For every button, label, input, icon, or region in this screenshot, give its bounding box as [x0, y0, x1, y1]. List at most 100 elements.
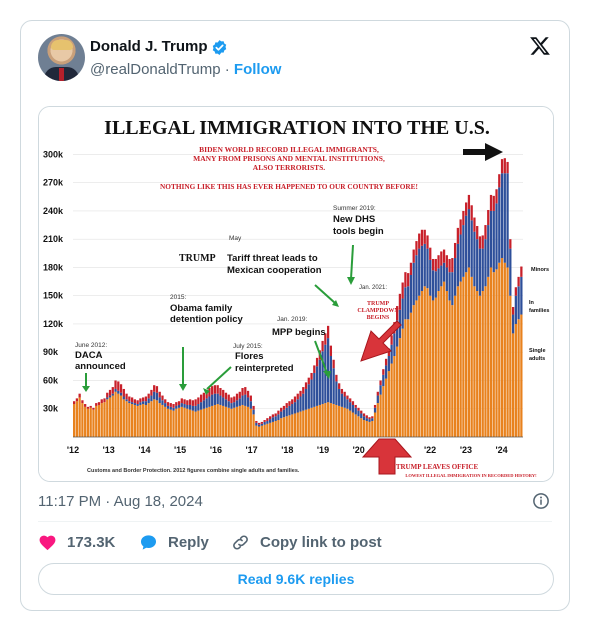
- bar-minors: [100, 399, 103, 404]
- bar-in-families: [517, 286, 520, 320]
- bar-single-adults: [398, 338, 402, 437]
- bar-single-adults: [172, 410, 175, 437]
- author-name[interactable]: Donald J. Trump: [90, 38, 208, 55]
- bar-minors: [155, 386, 159, 393]
- bar-single-adults: [252, 414, 255, 437]
- bar-minors: [396, 306, 399, 321]
- bar-minors: [365, 415, 368, 419]
- bar-minors: [233, 396, 236, 403]
- bar-minors: [440, 251, 443, 266]
- bar-single-adults: [349, 410, 352, 437]
- bar-minors: [296, 393, 299, 400]
- copy-link-button[interactable]: Copy link to post: [231, 533, 382, 552]
- bar-single-adults: [246, 406, 250, 437]
- bar-single-adults: [376, 403, 379, 437]
- bar-single-adults: [153, 399, 156, 437]
- bar-single-adults: [139, 404, 142, 437]
- reply-bubble-icon: [140, 535, 157, 550]
- bar-single-adults: [304, 409, 308, 437]
- bar-single-adults: [302, 410, 305, 437]
- bar-single-adults: [324, 403, 327, 437]
- bar-minors: [487, 209, 490, 226]
- bar-single-adults: [117, 393, 120, 437]
- bar-single-adults: [445, 291, 448, 437]
- bar-in-families: [117, 390, 120, 394]
- bar-in-families: [208, 396, 211, 407]
- flores-line-2: reinterpreted: [235, 363, 294, 374]
- bar-in-families: [498, 187, 501, 263]
- bar-in-families: [263, 421, 266, 425]
- author-handle[interactable]: @realDonaldTrump: [90, 61, 221, 78]
- chart-title: ILLEGAL IMMIGRATION INTO THE U.S.: [104, 117, 490, 139]
- bar-single-adults: [191, 410, 194, 437]
- follow-button[interactable]: Follow: [233, 61, 282, 78]
- bar-in-families: [429, 259, 432, 296]
- bar-in-families: [155, 392, 159, 401]
- bar-single-adults: [409, 312, 413, 437]
- bar-in-families: [315, 366, 319, 406]
- bar-single-adults: [208, 406, 211, 437]
- bar-in-families: [506, 173, 509, 268]
- bar-minors: [183, 399, 186, 405]
- bar-minors: [401, 282, 404, 299]
- bar-single-adults: [224, 406, 228, 437]
- avatar[interactable]: [38, 34, 85, 81]
- copy-link-label: Copy link to post: [260, 534, 382, 551]
- bar-single-adults: [188, 409, 192, 437]
- separator: ·: [224, 61, 230, 78]
- daca-line-2: announced: [75, 361, 126, 372]
- bar-minors: [103, 398, 106, 403]
- bar-minors: [150, 389, 153, 396]
- bar-in-families: [487, 225, 490, 277]
- bar-single-adults: [338, 405, 341, 437]
- bar-in-families: [520, 276, 523, 315]
- bar-in-families: [431, 270, 435, 301]
- bar-single-adults: [332, 404, 335, 437]
- bar-minors: [357, 407, 360, 411]
- bar-minors: [332, 359, 335, 369]
- like-button[interactable]: 173.3K: [38, 533, 115, 552]
- obama-line-1: Obama family: [170, 303, 233, 314]
- bar-single-adults: [205, 407, 208, 437]
- flores-date: July 2015:: [233, 343, 263, 350]
- bar-in-families: [191, 405, 194, 411]
- tweet-card: Donald J. Trump @realDonaldTrump · Follo…: [20, 20, 570, 611]
- bar-single-adults: [487, 276, 490, 437]
- bar-single-adults: [476, 291, 479, 437]
- bar-single-adults: [368, 421, 371, 437]
- bar-in-families: [360, 413, 363, 419]
- bar-minors: [506, 161, 509, 174]
- y-tick-label: 300k: [43, 149, 64, 159]
- bar-minors: [238, 391, 241, 399]
- bar-minors: [197, 397, 200, 405]
- bar-single-adults: [238, 405, 241, 437]
- bar-single-adults: [103, 402, 106, 437]
- bar-single-adults: [133, 404, 136, 437]
- bar-single-adults: [321, 404, 324, 437]
- bar-minors: [409, 262, 413, 275]
- bar-minors: [509, 239, 512, 249]
- bar-in-families: [280, 411, 283, 419]
- x-logo-icon[interactable]: [529, 35, 551, 57]
- reply-button[interactable]: Reply: [139, 533, 209, 552]
- bar-in-families: [197, 404, 200, 411]
- bar-minors: [97, 402, 101, 405]
- bar-single-adults: [481, 291, 484, 437]
- y-tick-label: 180k: [43, 262, 64, 272]
- link-icon: [233, 535, 248, 550]
- bar-minors: [484, 225, 487, 240]
- chart-image[interactable]: 30k 60k 90k 120k 150k 180k 210k 240k 270k 300k '1…: [38, 106, 554, 482]
- read-replies-button[interactable]: Read 9.6K replies: [38, 563, 554, 595]
- info-icon[interactable]: [532, 492, 550, 510]
- legend-adults: adults: [529, 356, 545, 362]
- bar-in-families: [354, 407, 357, 415]
- bar-single-adults: [401, 328, 404, 437]
- bar-single-adults: [511, 333, 515, 437]
- post-timestamp[interactable]: 11:17 PM · Aug 18, 2024: [38, 493, 203, 510]
- bar-minors: [520, 266, 523, 277]
- bar-minors: [114, 380, 117, 389]
- bar-in-families: [326, 338, 330, 403]
- bar-minors: [307, 377, 310, 385]
- y-tick-label: 270k: [43, 178, 64, 188]
- bar-in-families: [338, 388, 341, 406]
